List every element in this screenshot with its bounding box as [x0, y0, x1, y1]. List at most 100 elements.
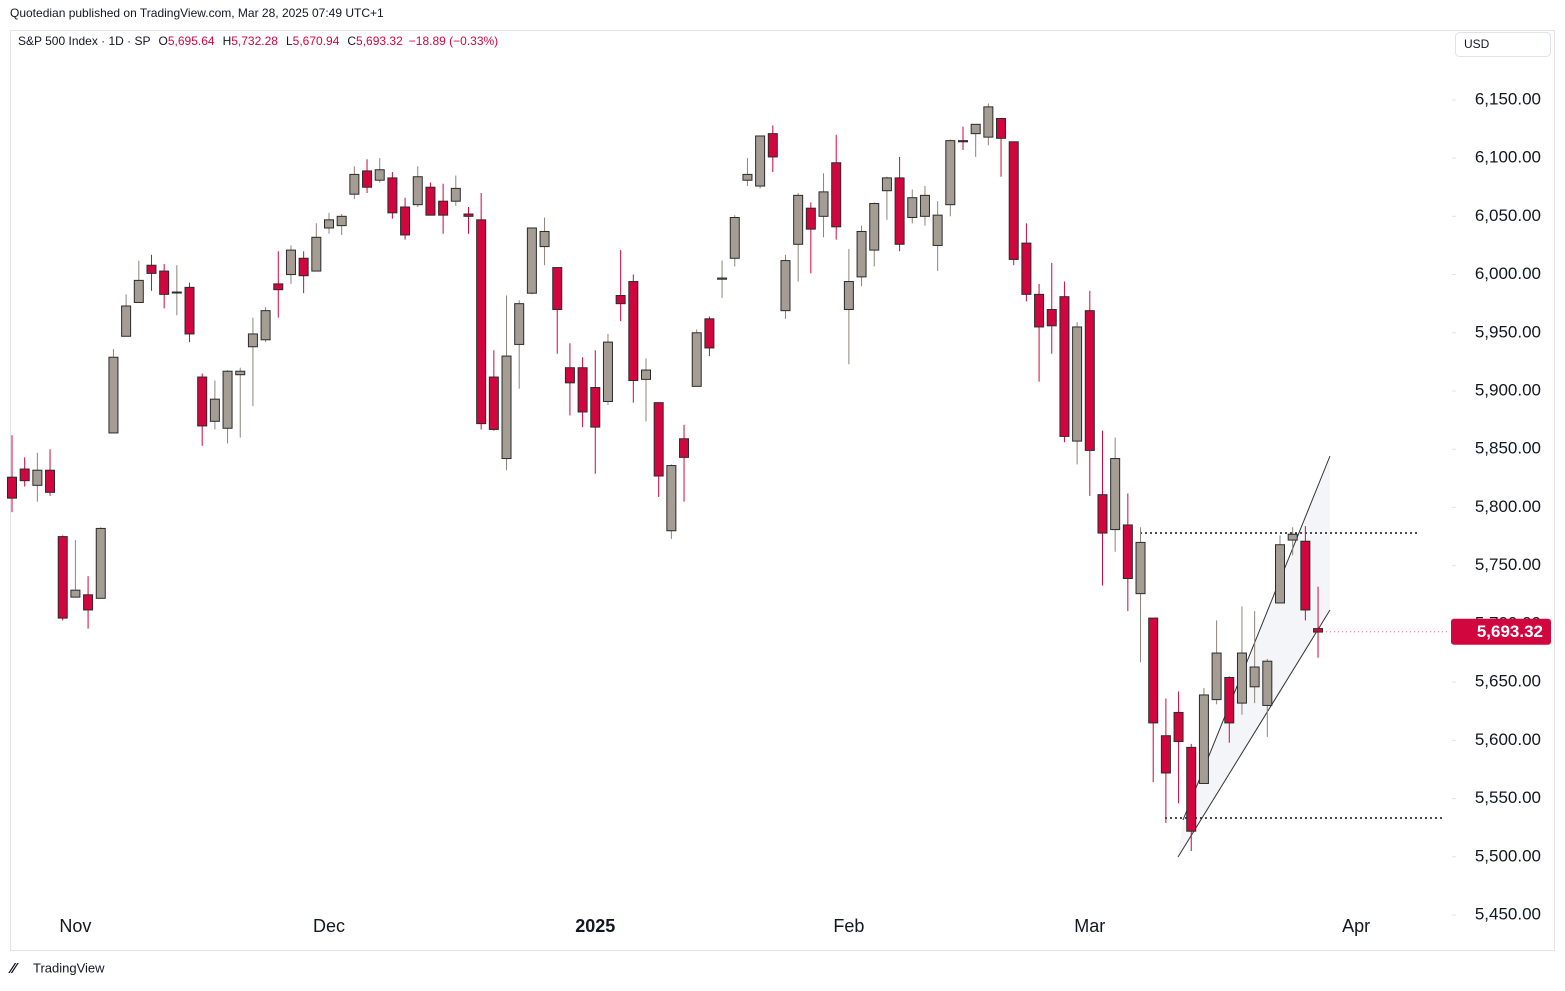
candle-body — [539, 230, 550, 248]
candle-body — [184, 286, 195, 335]
ohlc-label: C — [347, 34, 356, 48]
x-tick-label: Nov — [59, 916, 91, 936]
candle-body — [1313, 628, 1324, 633]
candle-body — [235, 370, 246, 376]
y-tick-label: 5,650.00 — [1475, 672, 1541, 691]
ohlc-header: S&P 500 Index · 1D · SP O5,695.64 H5,732.2… — [18, 34, 498, 48]
candle-body — [1287, 533, 1298, 541]
y-tick-label: 5,800.00 — [1475, 497, 1541, 516]
logo-mark: ⁄⁄ — [8, 960, 20, 977]
candle-body — [945, 140, 956, 206]
last-price-badge — [1451, 618, 1551, 645]
candle-body — [476, 219, 487, 425]
candle-body — [615, 295, 626, 305]
candle-body — [209, 398, 220, 422]
candle-body — [577, 367, 588, 413]
candle-body — [133, 279, 144, 304]
candle-body — [285, 249, 296, 276]
candle-body — [970, 123, 981, 135]
candle-body — [602, 341, 613, 402]
candle-body — [425, 186, 436, 216]
candle-body — [1046, 308, 1057, 327]
candle-body — [362, 170, 373, 188]
channel-lower — [1177, 609, 1331, 858]
candle-body — [805, 207, 816, 230]
symbol-header: S&P 500 Index · 1D · SP O5,695.64 H5,732.2… — [18, 34, 498, 48]
candle-body — [1236, 652, 1247, 704]
candle-body — [717, 277, 728, 280]
publisher-note: Quotedian published on TradingView.com, … — [10, 6, 384, 20]
candle-body — [996, 118, 1007, 139]
x-tick-label: Dec — [313, 916, 345, 936]
candle-body — [336, 215, 347, 227]
candle-body — [1198, 694, 1209, 784]
candle-body — [1160, 735, 1171, 774]
candle-body — [1300, 540, 1311, 611]
y-tick-label: 6,150.00 — [1475, 89, 1541, 108]
candle-body — [57, 536, 68, 619]
candle-body — [755, 135, 766, 187]
candle-body — [590, 387, 601, 428]
ohlc-value: 5,732.28 — [231, 34, 278, 48]
ohlc-value: 5,693.32 — [356, 34, 403, 48]
candle-body — [1249, 666, 1260, 688]
y-tick-label: 5,950.00 — [1475, 322, 1541, 341]
footer-brand: TradingView — [33, 960, 105, 975]
candle-body — [273, 283, 284, 291]
candle-body — [171, 291, 182, 294]
candle-body — [121, 305, 132, 337]
candle-body — [653, 402, 664, 477]
x-tick-label: 2025 — [575, 916, 615, 936]
candle-body — [1008, 141, 1019, 260]
candle-body — [70, 589, 81, 598]
ohlc-label: H — [223, 34, 232, 48]
last-price-label: 5,693.32 — [1477, 622, 1543, 641]
y-tick-label: 5,550.00 — [1475, 788, 1541, 807]
y-tick-label: 5,450.00 — [1475, 905, 1541, 924]
currency-box[interactable] — [1455, 32, 1551, 57]
candle-body — [1059, 296, 1070, 437]
y-tick-label: 6,100.00 — [1475, 148, 1541, 167]
candle-body — [1173, 711, 1184, 743]
candle-body — [1148, 617, 1159, 724]
ohlc-label: O — [159, 34, 168, 48]
y-tick-label: 5,750.00 — [1475, 555, 1541, 574]
x-tick-label: Mar — [1074, 916, 1105, 936]
candle-body — [95, 527, 106, 599]
candle-body — [628, 281, 639, 382]
candle-body — [311, 236, 322, 272]
candle-body — [793, 194, 804, 245]
candle-body — [526, 227, 537, 294]
candle-body — [742, 173, 753, 181]
candle-body — [869, 203, 880, 251]
candle-body — [1034, 293, 1045, 328]
candle-body — [729, 216, 740, 259]
candles — [7, 103, 1324, 852]
candle-body — [387, 177, 398, 214]
ohlc-value: 5,695.64 — [168, 34, 215, 48]
candle-body — [32, 469, 43, 486]
candle-body — [260, 310, 271, 341]
y-tick-label: 5,850.00 — [1475, 439, 1541, 458]
candle-body — [514, 303, 525, 345]
change: −18.89 (−0.33%) — [409, 34, 498, 48]
candle-body — [159, 270, 170, 295]
ohlc-label: L — [286, 34, 293, 48]
candle-body — [1097, 494, 1108, 534]
candle-body — [704, 318, 715, 349]
y-tick-label: 5,500.00 — [1475, 846, 1541, 865]
candle-body — [818, 191, 829, 217]
candle-body — [691, 332, 702, 387]
candle-body — [488, 376, 499, 430]
candle-body — [919, 194, 930, 217]
y-tick-label: 5,900.00 — [1475, 380, 1541, 399]
channel-fill — [1178, 456, 1330, 857]
candle-body — [146, 264, 157, 274]
candle-body — [1186, 746, 1197, 832]
candle-body — [400, 206, 411, 236]
candle-body — [1110, 458, 1121, 531]
y-tick-label: 5,600.00 — [1475, 730, 1541, 749]
candle-body — [83, 594, 94, 611]
candle-body — [641, 369, 651, 380]
